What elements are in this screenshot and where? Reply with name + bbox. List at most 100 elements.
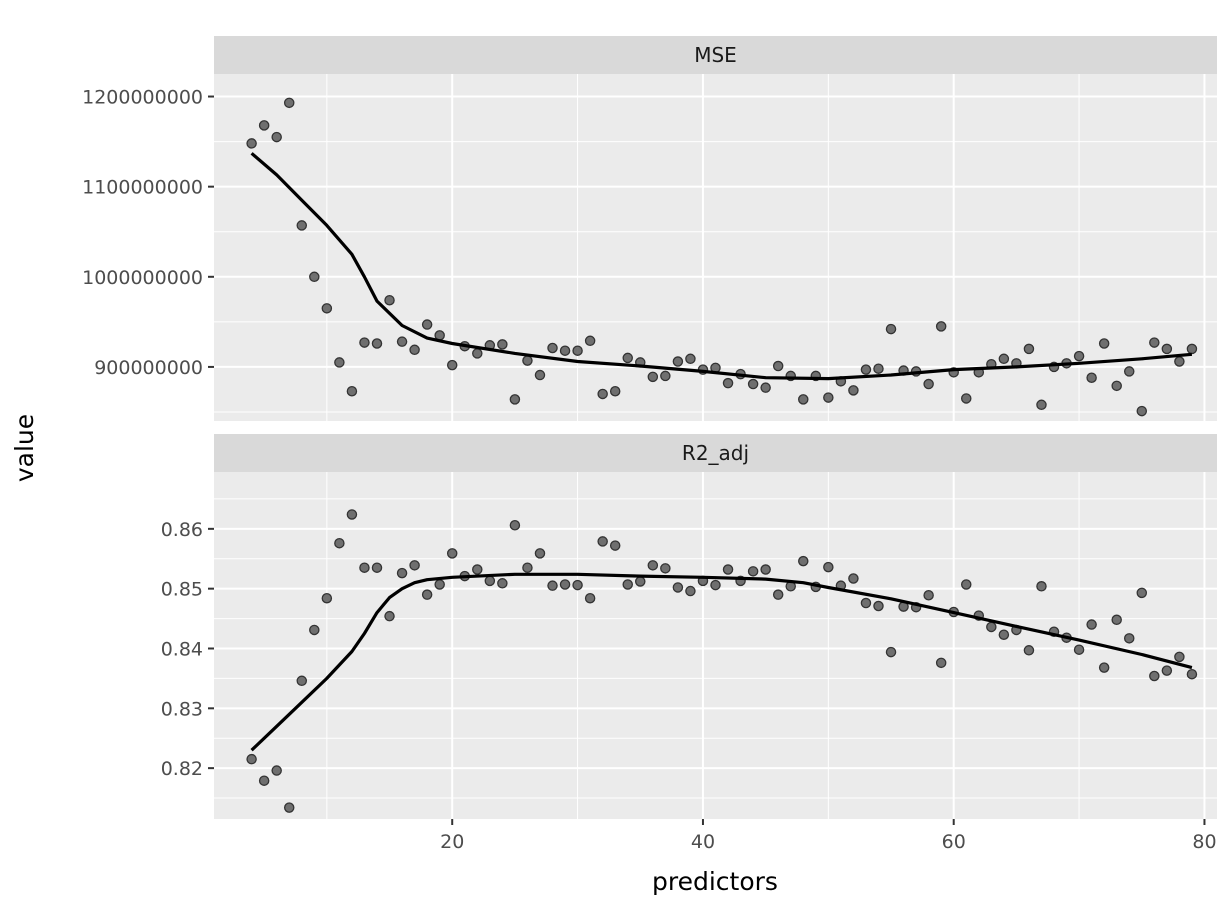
data-point xyxy=(359,562,370,573)
data-point xyxy=(622,579,633,590)
data-point xyxy=(635,576,646,587)
data-point xyxy=(346,386,358,397)
data-point xyxy=(572,579,583,591)
data-point xyxy=(935,321,947,332)
y-tick-label: 1200000000 xyxy=(82,87,203,109)
data-point xyxy=(421,589,433,600)
x-tick-label: 40 xyxy=(691,831,715,853)
data-point xyxy=(271,131,282,143)
data-point xyxy=(346,509,358,520)
y-tick-label: 1100000000 xyxy=(82,177,203,199)
data-point xyxy=(371,562,383,573)
data-point xyxy=(647,560,659,571)
data-point xyxy=(1123,366,1135,377)
x-tick-label: 80 xyxy=(1192,831,1216,853)
data-point xyxy=(258,775,270,786)
data-point xyxy=(271,765,282,776)
data-point xyxy=(409,560,420,571)
facet-label: R2_adj xyxy=(682,441,749,465)
data-point xyxy=(760,564,771,575)
data-point xyxy=(1174,356,1185,367)
data-point xyxy=(1073,350,1085,362)
data-point xyxy=(497,339,508,350)
facet-strip xyxy=(214,36,1217,74)
data-point xyxy=(1086,372,1097,383)
data-point xyxy=(722,564,734,575)
data-point xyxy=(396,336,408,347)
data-point xyxy=(283,802,295,813)
data-point xyxy=(258,120,270,131)
y-tick-label: 0.83 xyxy=(161,698,203,720)
x-tick-label: 20 xyxy=(440,831,464,853)
data-point xyxy=(597,388,608,400)
data-point xyxy=(1174,651,1185,663)
data-point xyxy=(885,646,897,658)
data-point xyxy=(334,357,345,368)
data-point xyxy=(710,579,721,591)
data-point xyxy=(609,540,621,551)
data-point xyxy=(309,624,320,636)
x-tick-label: 60 xyxy=(942,831,966,853)
data-point xyxy=(296,220,308,231)
y-tick-label: 0.86 xyxy=(161,519,203,541)
data-point xyxy=(597,536,608,547)
data-point xyxy=(484,575,496,587)
data-point xyxy=(509,519,521,531)
data-point xyxy=(1036,581,1047,592)
data-point xyxy=(672,356,684,367)
data-point xyxy=(584,592,596,604)
x-axis-title: predictors xyxy=(652,867,778,896)
data-point xyxy=(672,582,684,593)
data-point xyxy=(296,675,308,687)
data-point xyxy=(321,303,333,314)
data-point xyxy=(860,597,872,609)
data-point xyxy=(1098,338,1110,349)
data-point xyxy=(722,377,734,389)
y-tick-label: 0.82 xyxy=(161,758,203,780)
data-point xyxy=(534,369,546,381)
data-point xyxy=(660,370,671,382)
data-point xyxy=(1073,644,1085,655)
data-point xyxy=(572,345,583,356)
y-tick-label: 0.85 xyxy=(161,579,203,601)
facet-label: MSE xyxy=(694,43,737,67)
data-point xyxy=(534,548,546,559)
data-point xyxy=(798,394,809,405)
panel-r2-adj: R2_adj 0.82 0.83 0.84 0.85 0.86 20 40 60 80 xyxy=(161,434,1217,853)
data-point xyxy=(961,393,972,404)
data-point xyxy=(547,342,558,354)
data-point xyxy=(1186,343,1198,355)
smooth-trend-line xyxy=(250,152,1193,381)
data-point xyxy=(986,621,997,633)
data-point xyxy=(1186,668,1198,680)
data-point xyxy=(848,573,859,584)
data-point xyxy=(1136,405,1148,417)
data-point xyxy=(873,600,884,612)
data-point xyxy=(961,579,972,590)
facet-panels: MSE 900000000 1000000000 1100000000 12000000… xyxy=(82,36,1217,853)
data-point xyxy=(772,589,784,600)
data-point xyxy=(1036,399,1047,411)
data-point xyxy=(309,271,320,283)
data-point xyxy=(522,562,533,573)
data-point xyxy=(421,319,433,330)
data-point xyxy=(1098,662,1110,673)
data-point xyxy=(246,138,257,149)
data-point xyxy=(547,580,558,591)
data-point xyxy=(747,378,759,390)
data-point xyxy=(1161,343,1173,355)
data-point xyxy=(622,352,633,364)
data-point xyxy=(396,567,408,579)
data-point xyxy=(446,359,458,371)
data-point xyxy=(823,392,834,403)
data-point xyxy=(509,394,521,405)
data-point xyxy=(647,371,659,383)
data-point xyxy=(1023,645,1035,656)
data-point xyxy=(446,548,458,559)
data-point xyxy=(935,657,947,669)
data-point xyxy=(772,360,784,372)
smooth-trend-line xyxy=(250,572,1193,752)
y-tick-label: 1000000000 xyxy=(82,267,203,289)
data-point xyxy=(760,382,771,393)
